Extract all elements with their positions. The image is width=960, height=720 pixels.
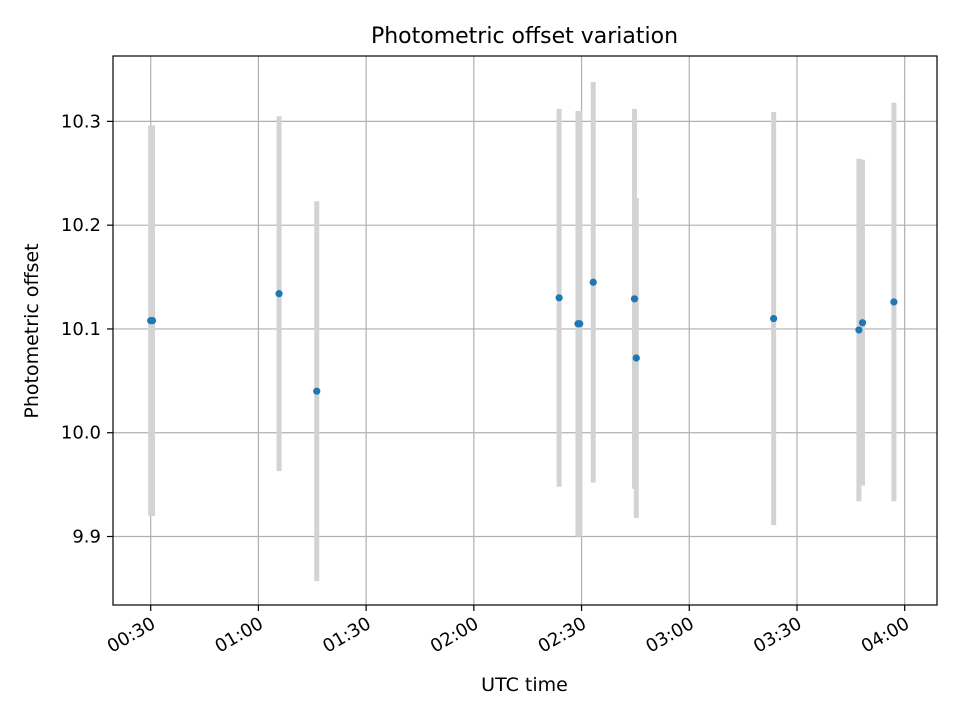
y-tick-label: 10.2 bbox=[61, 215, 101, 236]
y-axis-ticks: 9.9 10.0 10.1 10.2 10.3 bbox=[61, 111, 113, 548]
x-tick-label: 03:00 bbox=[642, 613, 697, 657]
y-axis-label: Photometric offset bbox=[21, 243, 43, 418]
x-tick-label: 02:00 bbox=[427, 613, 482, 657]
data-point bbox=[148, 317, 157, 325]
data-point bbox=[632, 354, 640, 362]
chart-title: Photometric offset variation bbox=[371, 24, 678, 49]
grid bbox=[113, 56, 937, 605]
data-point bbox=[858, 319, 867, 327]
data-point bbox=[855, 326, 863, 334]
x-axis-label: UTC time bbox=[481, 674, 568, 696]
data-point bbox=[555, 294, 563, 302]
data-points bbox=[147, 278, 898, 395]
y-tick-label: 10.0 bbox=[61, 423, 101, 444]
data-point bbox=[630, 295, 639, 303]
data-point bbox=[890, 298, 898, 306]
data-point bbox=[770, 314, 778, 323]
data-point bbox=[313, 387, 321, 395]
x-axis-ticks: 00:30 01:00 01:30 02:00 02:30 03:00 03:30 04:00 bbox=[104, 605, 913, 657]
error-bars bbox=[148, 81, 897, 582]
y-tick-label: 10.3 bbox=[61, 111, 101, 132]
data-point bbox=[589, 278, 597, 286]
x-tick-label: 00:30 bbox=[104, 613, 159, 657]
y-tick-label: 9.9 bbox=[72, 527, 101, 548]
x-tick-label: 01:30 bbox=[319, 613, 374, 657]
x-tick-label: 01:00 bbox=[211, 613, 266, 657]
x-tick-label: 02:30 bbox=[535, 613, 590, 657]
x-tick-label: 03:30 bbox=[750, 613, 805, 657]
data-point bbox=[275, 290, 283, 298]
x-tick-label: 04:00 bbox=[858, 613, 913, 657]
data-point bbox=[576, 320, 584, 328]
y-tick-label: 10.1 bbox=[61, 319, 101, 340]
plot-area-frame bbox=[112, 55, 938, 606]
